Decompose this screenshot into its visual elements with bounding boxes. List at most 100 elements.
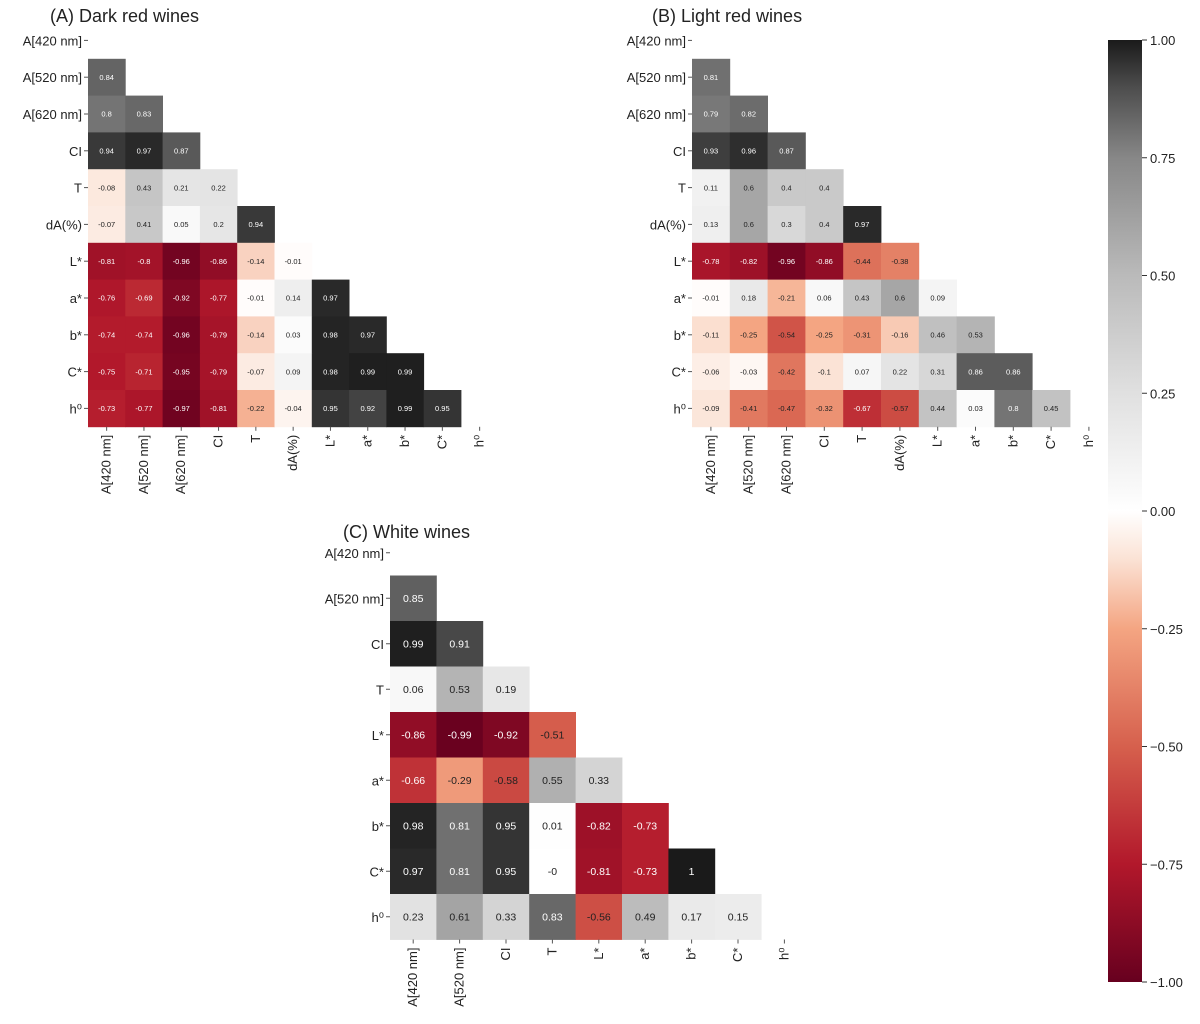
- panel-c-cell-label-6-1: 0.81: [449, 821, 470, 833]
- panel-b-cell-7-1: [729, 279, 768, 317]
- panel-b-title: (B) Light red wines: [652, 6, 802, 26]
- panel-c-cell-8-7: [714, 894, 762, 940]
- panel-c-cell-label-3-0: 0.06: [403, 684, 424, 696]
- panel-c-cell-label-5-2: -0.58: [494, 775, 518, 787]
- panel-c-cell-label-8-4: -0.56: [587, 912, 611, 924]
- colorbar-tick-label-1-00: 1.00: [1150, 33, 1175, 48]
- panel-b-col-label-l: L*: [930, 435, 945, 447]
- panel-a-cell-label-9-6: 0.98: [323, 367, 338, 376]
- colorbar-tick-label-0-50: −0.50: [1150, 740, 1183, 755]
- panel-c-cell-7-5: [622, 848, 669, 895]
- panel-b-cell-9-7: [956, 353, 995, 391]
- panel-a-cell-9-0: [88, 353, 126, 391]
- panel-b-cell-10-3: [805, 390, 844, 428]
- panel-c-cell-4-3: [529, 712, 576, 758]
- panel-a-cell-label-10-4: -0.22: [247, 404, 264, 413]
- panel-a-title: (A) Dark red wines: [50, 6, 199, 26]
- panel-c-cell-label-6-2: 0.95: [496, 821, 517, 833]
- panel-b-cell-label-2-1: 0.82: [741, 110, 756, 119]
- panel-a-cell-label-7-1: -0.69: [135, 294, 152, 303]
- panel-a-cell-10-5: [274, 390, 313, 428]
- panel-b-cell-label-7-0: -0.01: [702, 294, 719, 303]
- panel-b-cell-8-3: [805, 316, 844, 354]
- panel-a-col-label-a-420-nm: A[420 nm]: [99, 435, 114, 494]
- panel-a-cell-label-10-8: 0.99: [398, 404, 413, 413]
- panel-a-cell-4-0: [88, 169, 126, 207]
- panel-a-cell-10-1: [125, 390, 163, 428]
- panel-a-cell-label-9-7: 0.99: [360, 367, 375, 376]
- panel-a-cell-label-10-7: 0.92: [360, 404, 375, 413]
- panel-a-col-label-b: b*: [397, 435, 412, 447]
- panel-b-cell-8-2: [767, 316, 806, 354]
- panel-b-cell-9-5: [881, 353, 920, 391]
- panel-b-cell-5-4: [843, 206, 882, 244]
- panel-c-cell-6-5: [622, 803, 669, 849]
- panel-a-cell-label-9-8: 0.99: [398, 367, 413, 376]
- panel-c-cell-label-8-0: 0.23: [403, 912, 424, 924]
- panel-a-cell-label-10-9: 0.95: [435, 404, 450, 413]
- panel-b-cell-label-7-4: 0.43: [855, 294, 870, 303]
- panel-a-row-label-h: h⁰: [70, 401, 82, 416]
- panel-a-cell-7-4: [237, 279, 275, 317]
- panel-c-cell-7-0: [390, 848, 437, 895]
- panel-b-cell-label-10-4: -0.67: [854, 404, 871, 413]
- panel-b-cell-6-5: [881, 242, 920, 280]
- panel-c-cell-5-1: [436, 757, 484, 804]
- panel-b-row-label-da: dA(%): [650, 217, 686, 232]
- panel-a-cell-label-10-3: -0.81: [210, 404, 227, 413]
- panel-b-cell-8-0: [692, 316, 731, 354]
- panel-b-cell-label-10-8: 0.8: [1008, 404, 1018, 413]
- panel-b-cell-label-7-6: 0.09: [930, 294, 945, 303]
- panel-c-cell-5-4: [575, 757, 623, 804]
- panel-b-cell-label-8-4: -0.31: [854, 331, 871, 340]
- panel-b-cell-4-1: [729, 169, 768, 207]
- panel-b-cell-label-6-3: -0.86: [816, 257, 833, 266]
- panel-b-row-label-ci: CI: [673, 144, 686, 159]
- panel-a-cell-10-3: [199, 390, 238, 428]
- panel-b-cell-label-10-0: -0.09: [702, 404, 719, 413]
- panel-c-cell-4-2: [482, 712, 530, 758]
- panel-a-col-label-l: L*: [322, 435, 337, 447]
- panel-b-cell-7-0: [692, 279, 731, 317]
- panel-a-cell-6-4: [237, 242, 275, 280]
- panel-a-cell-label-7-5: 0.14: [286, 294, 301, 303]
- panel-c-col-label-a-420-nm: A[420 nm]: [405, 948, 420, 1007]
- panel-b-cell-label-9-5: 0.22: [893, 367, 908, 376]
- panel-c-cell-2-0: [390, 621, 437, 667]
- panel-a-row-label-l: L*: [70, 254, 82, 269]
- panel-b-cell-6-1: [729, 242, 768, 280]
- panel-b-col-label-a-620-nm: A[620 nm]: [779, 435, 794, 494]
- panel-b-cell-label-9-4: 0.07: [855, 367, 870, 376]
- panel-a-cell-label-4-3: 0.22: [211, 183, 226, 192]
- panel-b-cell-10-8: [994, 390, 1033, 428]
- panel-a-cell-label-4-1: 0.43: [137, 183, 152, 192]
- panel-b-col-label-b: b*: [1005, 435, 1020, 447]
- panel-a-cell-label-3-0: 0.94: [99, 147, 114, 156]
- panel-a-cell-label-6-2: -0.96: [173, 257, 190, 266]
- panel-b-cell-label-9-2: -0.42: [778, 367, 795, 376]
- panel-c-title: (C) White wines: [343, 522, 470, 542]
- panel-a-row-label-a-520-nm: A[520 nm]: [23, 70, 82, 85]
- panel-b-cell-label-6-0: -0.78: [702, 257, 719, 266]
- panel-c-cell-label-5-1: -0.29: [448, 775, 472, 787]
- panel-a-cell-7-3: [199, 279, 238, 317]
- panel-a-cell-10-0: [88, 390, 126, 428]
- panel-c-cell-label-7-5: -0.73: [633, 866, 657, 878]
- panel-a-cell-label-4-2: 0.21: [174, 183, 189, 192]
- panel-a-cell-9-4: [237, 353, 275, 391]
- panel-b-cell-label-9-3: -0.1: [818, 367, 831, 376]
- panel-a-cell-10-9: [423, 390, 462, 428]
- panel-a-cell-5-1: [125, 206, 163, 244]
- panel-a-cell-9-8: [386, 353, 425, 391]
- panel-b-row-label-a: a*: [674, 291, 686, 306]
- panel-a-cell-5-2: [162, 206, 201, 244]
- panel-b-cell-10-9: [1032, 390, 1071, 428]
- panel-b-cell-label-4-0: 0.11: [704, 183, 718, 192]
- panel-b-cell-label-2-0: 0.79: [704, 110, 719, 119]
- panel-b-cell-9-3: [805, 353, 844, 391]
- panel-b-col-label-a-420-nm: A[420 nm]: [703, 435, 718, 494]
- panel-a-row-label-c: C*: [68, 365, 82, 380]
- panel-a-row-label-b: b*: [70, 328, 82, 343]
